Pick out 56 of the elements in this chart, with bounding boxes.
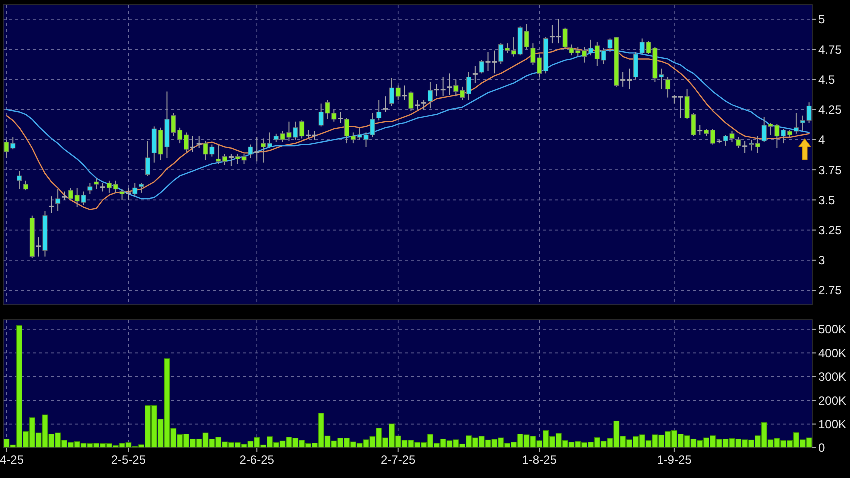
x-tick-label: 4-25 (0, 453, 24, 467)
candlestick (415, 100, 420, 110)
y-tick-label: 3.75 (818, 163, 842, 178)
candlestick (402, 85, 408, 101)
candlestick (447, 73, 452, 96)
y-tick-label: 100K (818, 417, 847, 432)
y-tick-label: 4.75 (818, 42, 842, 57)
candlestick (698, 124, 703, 136)
candlestick (23, 180, 28, 192)
x-tick-label: 1-9-25 (657, 453, 692, 467)
y-tick-label: 3.25 (818, 224, 842, 238)
candlestick (190, 136, 196, 152)
candlestick (376, 100, 382, 122)
candlestick (196, 136, 202, 149)
y-tick-label: 300K (818, 370, 847, 384)
y-tick-label: 3.5 (818, 193, 836, 208)
candlestick (88, 182, 93, 195)
candlestick (49, 196, 54, 214)
candlestick (36, 237, 42, 258)
candlestick (228, 154, 234, 167)
candlestick (17, 170, 22, 190)
candlestick (479, 60, 484, 74)
candlestick (383, 96, 388, 113)
candlestick (139, 182, 144, 194)
x-tick-label: 2-6-25 (240, 453, 275, 467)
y-tick-label: 4.5 (818, 72, 836, 87)
candlestick (633, 51, 638, 80)
candlestick (132, 182, 138, 198)
y-tick-label: 500K (818, 322, 847, 337)
y-tick-label: 3 (818, 254, 826, 268)
y-tick-label: 400K (818, 346, 847, 360)
y-tick-label: 5 (818, 12, 826, 27)
x-tick-label: 2-7-25 (381, 453, 416, 467)
candlestick (126, 188, 132, 201)
candlestick (338, 112, 344, 124)
candlestick (562, 27, 568, 50)
candlestick (120, 188, 125, 201)
candlestick (422, 100, 427, 110)
candlestick (248, 144, 254, 159)
y-tick-label: 4.25 (818, 103, 842, 118)
candlestick (145, 140, 150, 177)
x-tick-label: 1-8-25 (522, 453, 558, 467)
candlestick (254, 137, 260, 162)
y-tick-label: 2.75 (818, 284, 842, 298)
candlestick (736, 137, 742, 149)
candlestick (472, 66, 478, 84)
y-tick-label: 0 (818, 441, 826, 456)
candlestick (56, 188, 61, 212)
candlestick (666, 76, 671, 98)
candlestick (742, 140, 748, 154)
candlestick (408, 91, 414, 112)
x-tick-label: 2-5-25 (111, 453, 146, 467)
candlestick (428, 82, 433, 110)
candlestick (94, 178, 100, 190)
y-tick-label: 200K (818, 394, 847, 408)
y-tick-label: 4 (818, 133, 826, 148)
